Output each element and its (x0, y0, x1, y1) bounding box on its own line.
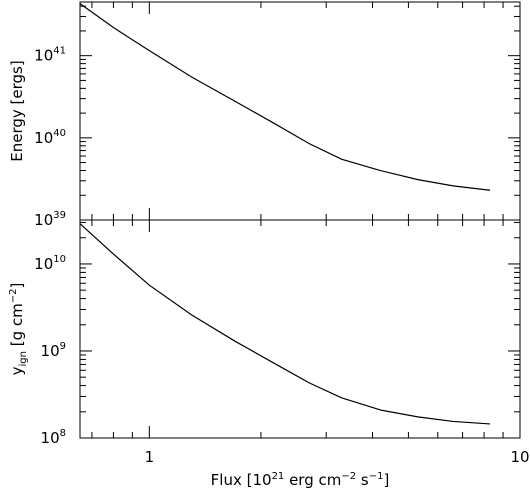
yign-ylabel-exp: −2 (8, 288, 19, 303)
xlabel-mid: erg cm (284, 471, 341, 489)
tick-label-base: 10 (34, 129, 53, 147)
xlabel-close: ] (383, 471, 389, 489)
yign-y-tick-label: 109 (41, 341, 66, 360)
energy-panel-frame (79, 1, 521, 221)
energy-y-tick-label: 1040 (34, 128, 66, 147)
tick-label-base: 10 (34, 211, 53, 229)
tick-label-base: 10 (34, 255, 53, 273)
tick-label-exponent: 10 (53, 254, 66, 265)
tick-label-exponent: 39 (53, 210, 66, 221)
tick-label-base: 10 (41, 429, 60, 447)
x-tick-label: 1 (145, 448, 155, 466)
tick-label-base: 10 (41, 342, 60, 360)
xlabel-prefix: Flux [10 (211, 471, 272, 489)
yign-y-tick-label: 108 (41, 428, 66, 447)
energy-panel-ticks (80, 2, 521, 221)
xlabel-exp2: −2 (341, 471, 356, 482)
yign-curve (79, 223, 491, 425)
yign-panel-frame (79, 219, 521, 439)
x-tick-label: 10 (510, 448, 529, 466)
tick-label-exponent: 8 (60, 428, 66, 439)
tick-label-exponent: 41 (53, 46, 66, 57)
tick-label-exponent: 40 (53, 128, 66, 139)
tick-label-base: 10 (34, 47, 53, 65)
xlabel-exp1: 21 (272, 471, 285, 482)
x-axis-label: Flux [1021 erg cm−2 s−1] (211, 471, 390, 489)
tick-label-exponent: 9 (60, 341, 66, 352)
yign-y-axis-label: yign [g cm−2] (8, 283, 29, 376)
yign-ylabel-base: y (8, 366, 26, 375)
xlabel-mid2: s (356, 471, 369, 489)
xlabel-exp3: −1 (369, 471, 384, 482)
yign-ylabel-close: ] (8, 283, 26, 289)
energy-y-axis-label: Energy [ergs] (8, 60, 26, 161)
energy-y-tick-label: 1041 (34, 46, 66, 65)
yign-y-tick-label: 1010 (34, 254, 66, 273)
energy-curve (79, 3, 491, 191)
yign-panel-ticks (80, 220, 521, 439)
x-tick-labels: 1 10 (145, 448, 530, 466)
energy-y-tick-label: 1039 (34, 210, 66, 229)
yign-ylabel-rest: [g cm (8, 303, 26, 351)
yign-ylabel-sub: ign (18, 351, 29, 366)
